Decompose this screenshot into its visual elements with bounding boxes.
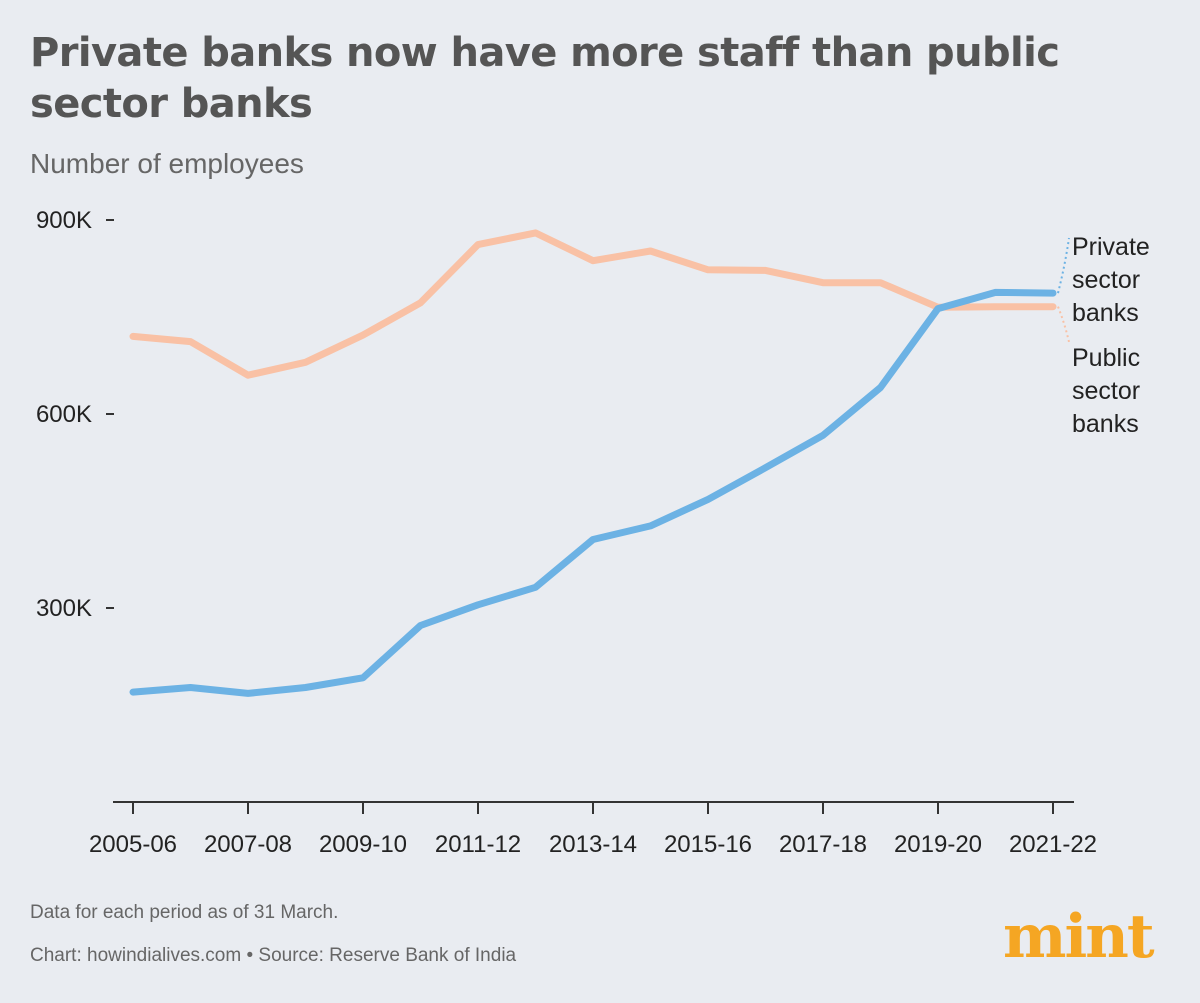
x-tick-label: 2021-22 <box>1009 831 1097 858</box>
legend: Public sector banks Private sector banks <box>1057 233 1150 438</box>
public-legend-label: Public <box>1072 344 1140 372</box>
mint-logo: mint <box>1003 902 1155 972</box>
x-tick-label: 2005-06 <box>89 831 177 858</box>
public-legend-label: banks <box>1072 410 1139 438</box>
chart-title: Private banks now have more staff than p… <box>30 30 1060 127</box>
y-axis: 300K 600K 900K <box>36 207 114 622</box>
x-tick-label: 2009-10 <box>319 831 407 858</box>
public-legend-label: sector <box>1072 377 1140 405</box>
footnote: Data for each period as of 31 March. <box>30 902 339 923</box>
y-tick-label: 900K <box>36 207 92 234</box>
line-chart: 300K 600K 900K 2005-06 2007-08 2009-10 2011-1… <box>36 207 1150 858</box>
x-tick-label: 2015-16 <box>664 831 752 858</box>
private-sector-line <box>129 288 1057 697</box>
series-layer <box>129 229 1057 697</box>
x-tick-label: 2017-18 <box>779 831 867 858</box>
public-sector-line <box>129 229 1057 379</box>
x-tick-label: 2019-20 <box>894 831 982 858</box>
source-credit: Chart: howindialives.com • Source: Reser… <box>30 945 517 966</box>
x-tick-label: 2011-12 <box>435 831 521 858</box>
y-tick-label: 600K <box>36 401 92 428</box>
x-tick-label: 2013-14 <box>549 831 637 858</box>
x-tick-label: 2007-08 <box>204 831 292 858</box>
y-tick-label: 300K <box>36 595 92 622</box>
private-legend-label: Private <box>1072 233 1150 261</box>
public-legend-leader <box>1057 306 1070 343</box>
private-legend-leader <box>1057 237 1070 294</box>
private-legend-label: sector <box>1072 266 1140 294</box>
private-legend-label: banks <box>1072 299 1139 327</box>
x-axis: 2005-06 2007-08 2009-10 2011-12 2013-14 2015-… <box>89 801 1097 858</box>
chart-subtitle: Number of employees <box>30 148 304 179</box>
